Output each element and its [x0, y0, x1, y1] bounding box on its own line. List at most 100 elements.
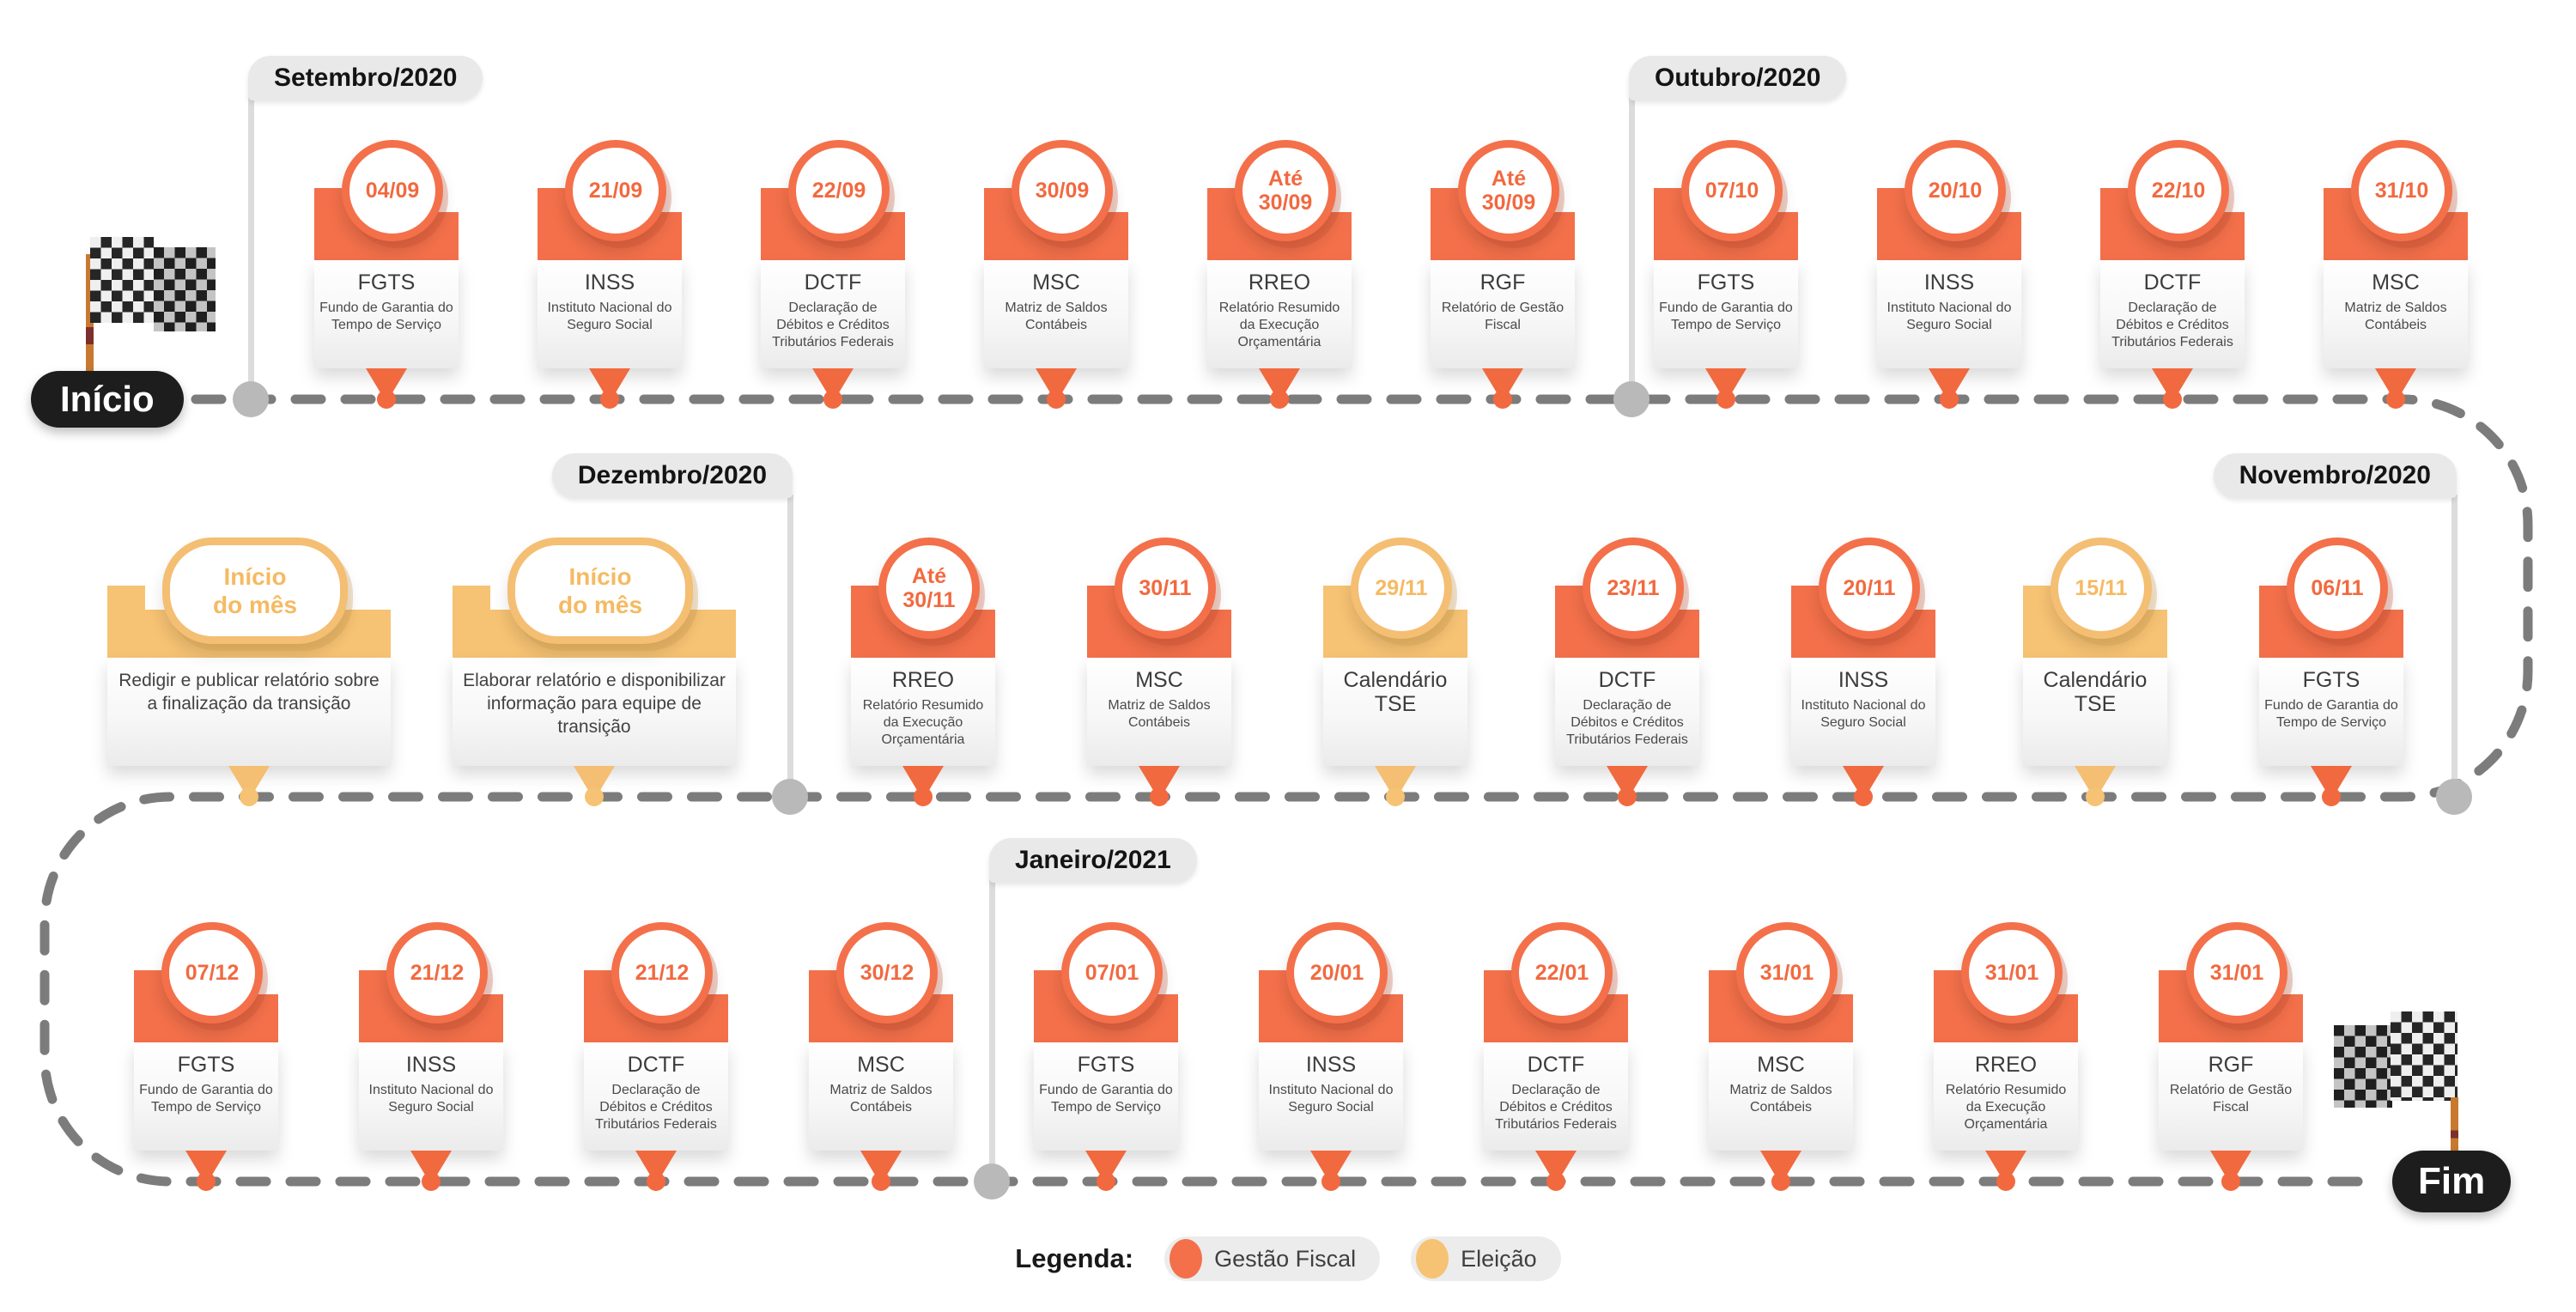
- month-label: Setembro/2020: [248, 56, 483, 100]
- timeline-card: FGTS Fundo de Garantia do Tempo de Serviç…: [1034, 922, 1178, 1185]
- timeline-card: Redigir e publicar relatório sobre a fin…: [107, 538, 391, 800]
- card-date-badge: 31/01: [2186, 922, 2287, 1023]
- card-date: 07/01: [1084, 961, 1139, 985]
- card-title: DCTF: [1527, 1053, 1585, 1077]
- card-body: INSS Instituto Nacional do Seguro Social: [538, 260, 682, 368]
- card-date: 20/11: [1843, 576, 1896, 600]
- timeline-event-dot: [1270, 390, 1289, 409]
- card-title: DCTF: [804, 270, 862, 295]
- card-subtitle: Instituto Nacional do Seguro Social: [368, 1083, 494, 1115]
- timeline-event-dot: [1546, 1172, 1565, 1191]
- card-body: FGTS Fundo de Garantia do Tempo de Serviç…: [314, 260, 459, 368]
- card-body: DCTF Declaração de Débitos e Créditos Tri…: [1555, 658, 1699, 766]
- month-label: Novembro/2020: [2213, 453, 2457, 498]
- card-title: MSC: [1032, 270, 1080, 295]
- card-date-badge: 07/12: [161, 922, 263, 1023]
- card-title: MSC: [2372, 270, 2420, 295]
- timeline-card: DCTF Declaração de Débitos e Créditos Tri…: [1555, 538, 1699, 800]
- timeline-card: Calendário TSE 29/11: [1323, 538, 1467, 800]
- card-date: 22/10: [2151, 179, 2206, 203]
- card-subtitle: Fundo de Garantia do Tempo de Serviço: [2264, 698, 2398, 730]
- card-subtitle: Matriz de Saldos Contábeis: [2344, 301, 2447, 332]
- month-connector-dot: [2436, 779, 2472, 815]
- card-title: DCTF: [1598, 668, 1656, 692]
- timeline-event-dot: [823, 390, 842, 409]
- card-subtitle: Matriz de Saldos Contábeis: [1005, 301, 1108, 332]
- card-date: 31/01: [1759, 961, 1814, 985]
- card-text: Elaborar relatório e disponibilizar info…: [463, 671, 726, 737]
- timeline-event-dot: [2386, 390, 2405, 409]
- card-date-badge: 29/11: [1351, 538, 1452, 639]
- timeline-event-dot: [1386, 787, 1405, 806]
- card-text: Redigir e publicar relatório sobre a fin…: [118, 671, 380, 714]
- card-date-badge: 20/10: [1905, 140, 2006, 241]
- timeline-event-dot: [1321, 1172, 1340, 1191]
- card-date-badge: Até 30/11: [878, 538, 980, 639]
- card-title: MSC: [857, 1053, 905, 1077]
- card-date: 31/01: [2209, 961, 2264, 985]
- card-date-badge: 07/01: [1061, 922, 1163, 1023]
- legend-dot-eleicao-icon: [1416, 1239, 1449, 1279]
- card-title: FGTS: [357, 270, 416, 295]
- card-title: INSS: [1838, 668, 1889, 692]
- card-subtitle: Fundo de Garantia do Tempo de Serviço: [139, 1083, 273, 1115]
- card-date: Início do mês: [557, 563, 643, 618]
- card-date-badge: Até 30/09: [1235, 140, 1336, 241]
- card-title: INSS: [584, 270, 635, 295]
- card-date: Até 30/09: [1258, 167, 1313, 215]
- timeline-event-dot: [1097, 1172, 1115, 1191]
- timeline-card: MSC Matriz de Saldos Contábeis 31/01: [1709, 922, 1853, 1185]
- timeline-card: INSS Instituto Nacional do Seguro Social 2…: [359, 922, 503, 1185]
- timeline-card: DCTF Declaração de Débitos e Créditos Tri…: [2100, 140, 2245, 403]
- timeline-event-dot: [377, 390, 396, 409]
- month-label: Outubro/2020: [1629, 56, 1847, 100]
- card-date: 20/01: [1309, 961, 1364, 985]
- card-date-badge: 23/11: [1583, 538, 1684, 639]
- card-title: DCTF: [2143, 270, 2202, 295]
- card-title: RGF: [2208, 1053, 2254, 1077]
- timeline-card: DCTF Declaração de Débitos e Créditos Tri…: [761, 140, 905, 403]
- card-date-badge: 22/01: [1511, 922, 1613, 1023]
- card-subtitle: Matriz de Saldos Contábeis: [829, 1083, 933, 1115]
- card-date-badge: 30/12: [836, 922, 938, 1023]
- card-body: RREO Relatório Resumido da Execução Orçam…: [851, 658, 995, 766]
- card-subtitle: Relatório Resumido da Execução Orçamentá…: [1218, 301, 1340, 349]
- card-date-badge: 20/11: [1819, 538, 1920, 639]
- timeline-event-dot: [1047, 390, 1066, 409]
- month-connector-line: [247, 97, 254, 399]
- card-date: Até 30/09: [1481, 167, 1536, 215]
- card-subtitle: Relatório Resumido da Execução Orçamentá…: [862, 698, 984, 747]
- card-date-badge: 31/01: [1961, 922, 2063, 1023]
- month-connector-line: [988, 879, 995, 1181]
- timeline-card: Calendário TSE 15/11: [2023, 538, 2167, 800]
- timeline-event-dot: [2221, 1172, 2240, 1191]
- month-label: Dezembro/2020: [551, 453, 793, 498]
- card-date: 07/10: [1704, 179, 1759, 203]
- card-title: FGTS: [1697, 270, 1755, 295]
- card-subtitle: Fundo de Garantia do Tempo de Serviço: [319, 301, 453, 332]
- card-subtitle: Instituto Nacional do Seguro Social: [1886, 301, 2012, 332]
- timeline-event-dot: [2322, 787, 2341, 806]
- timeline-event-dot: [240, 787, 258, 806]
- legend-item-label: Gestão Fiscal: [1214, 1246, 1357, 1272]
- timeline-card: MSC Matriz de Saldos Contábeis 30/09: [984, 140, 1128, 403]
- timeline-event-dot: [1854, 787, 1873, 806]
- timeline-event-dot: [2086, 787, 2105, 806]
- legend-title: Legenda:: [1015, 1243, 1134, 1273]
- checkered-flag-segment: [90, 237, 154, 323]
- month-connector-line: [1628, 97, 1635, 399]
- timeline-card: RGF Relatório de Gestão Fiscal Até 30/09: [1431, 140, 1575, 403]
- card-body: RGF Relatório de Gestão Fiscal: [2159, 1042, 2303, 1151]
- month-label: Janeiro/2021: [989, 838, 1197, 883]
- card-date-badge: 06/11: [2287, 538, 2388, 639]
- card-date: 23/11: [1607, 576, 1660, 600]
- timeline-card: RGF Relatório de Gestão Fiscal 31/01: [2159, 922, 2303, 1185]
- card-subtitle: Declaração de Débitos e Créditos Tributá…: [1566, 698, 1688, 747]
- timeline-event-dot: [1716, 390, 1735, 409]
- end-flag-icon: [2334, 1011, 2463, 1154]
- timeline-event-dot: [1940, 390, 1959, 409]
- end-badge: Fim: [2392, 1151, 2512, 1212]
- checkered-flag-segment: [154, 247, 216, 331]
- timeline-card: FGTS Fundo de Garantia do Tempo de Serviç…: [1654, 140, 1798, 403]
- timeline-card: DCTF Declaração de Débitos e Créditos Tri…: [1484, 922, 1628, 1185]
